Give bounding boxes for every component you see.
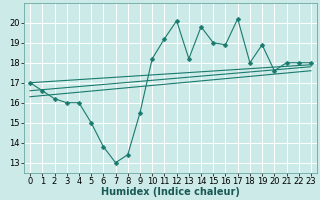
X-axis label: Humidex (Indice chaleur): Humidex (Indice chaleur) bbox=[101, 187, 240, 197]
